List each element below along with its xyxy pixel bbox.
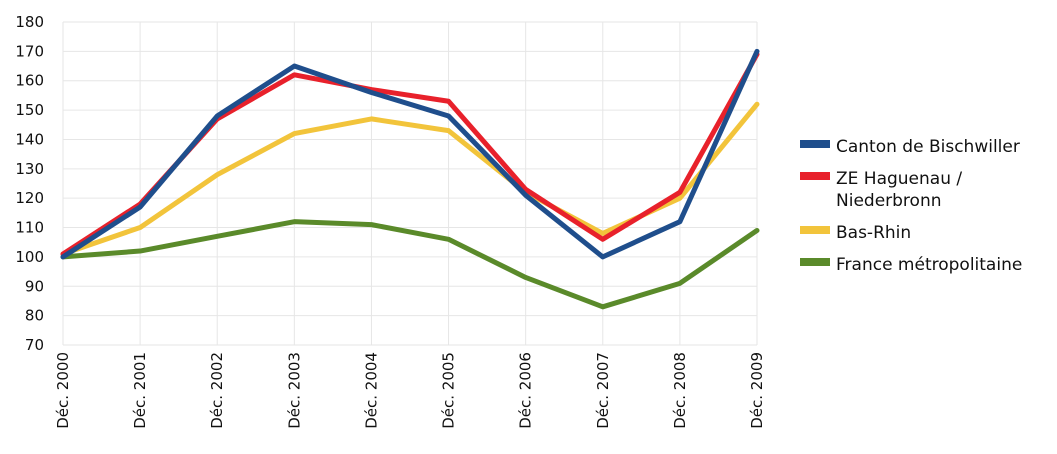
y-tick-label: 90 — [25, 277, 44, 295]
y-tick-label: 160 — [15, 72, 44, 90]
x-tick-label: Déc. 2003 — [285, 352, 303, 429]
legend-swatch — [800, 172, 830, 180]
x-axis-ticks: Déc. 2000 Déc. 2001 Déc. 2002 Déc. 2003 Déc.… — [54, 352, 766, 429]
legend-label: Canton de Bischwiller — [836, 137, 1020, 157]
y-tick-label: 70 — [25, 336, 44, 354]
legend-label: France métropolitaine — [836, 255, 1022, 275]
x-tick-label: Déc. 2000 — [54, 352, 72, 429]
y-tick-label: 180 — [15, 13, 44, 31]
x-tick-label: Déc. 2004 — [362, 352, 380, 429]
y-tick-label: 110 — [15, 219, 44, 237]
y-tick-label: 150 — [15, 101, 44, 119]
y-axis-ticks: 70 80 90 100 110 120 130 140 150 160 170 180 — [15, 13, 44, 354]
series-lines — [60, 48, 760, 310]
series-line-3 — [60, 219, 760, 310]
y-tick-label: 100 — [15, 248, 44, 266]
legend-label: Bas-Rhin — [836, 223, 911, 243]
y-tick-label: 170 — [15, 42, 44, 60]
legend-label: Niederbronn — [836, 191, 942, 211]
legend-swatch — [800, 258, 830, 266]
y-tick-label: 140 — [15, 130, 44, 148]
legend: Canton de Bischwiller ZE Haguenau /Nieder… — [800, 137, 1022, 275]
grid — [62, 21, 758, 346]
x-tick-label: Déc. 2005 — [440, 352, 458, 429]
x-tick-label: Déc. 2007 — [594, 352, 612, 429]
legend-label: ZE Haguenau / — [836, 169, 962, 189]
x-tick-label: Déc. 2002 — [208, 352, 226, 429]
series-line-0 — [60, 48, 760, 260]
y-tick-label: 130 — [15, 160, 44, 178]
x-tick-label: Déc. 2008 — [671, 352, 689, 429]
x-tick-label: Déc. 2009 — [748, 352, 766, 429]
y-tick-label: 120 — [15, 189, 44, 207]
series-line-1 — [60, 51, 760, 257]
y-tick-label: 80 — [25, 307, 44, 325]
legend-swatch — [800, 140, 830, 148]
x-tick-label: Déc. 2006 — [517, 352, 535, 429]
legend-swatch — [800, 226, 830, 234]
x-tick-label: Déc. 2001 — [131, 352, 149, 429]
